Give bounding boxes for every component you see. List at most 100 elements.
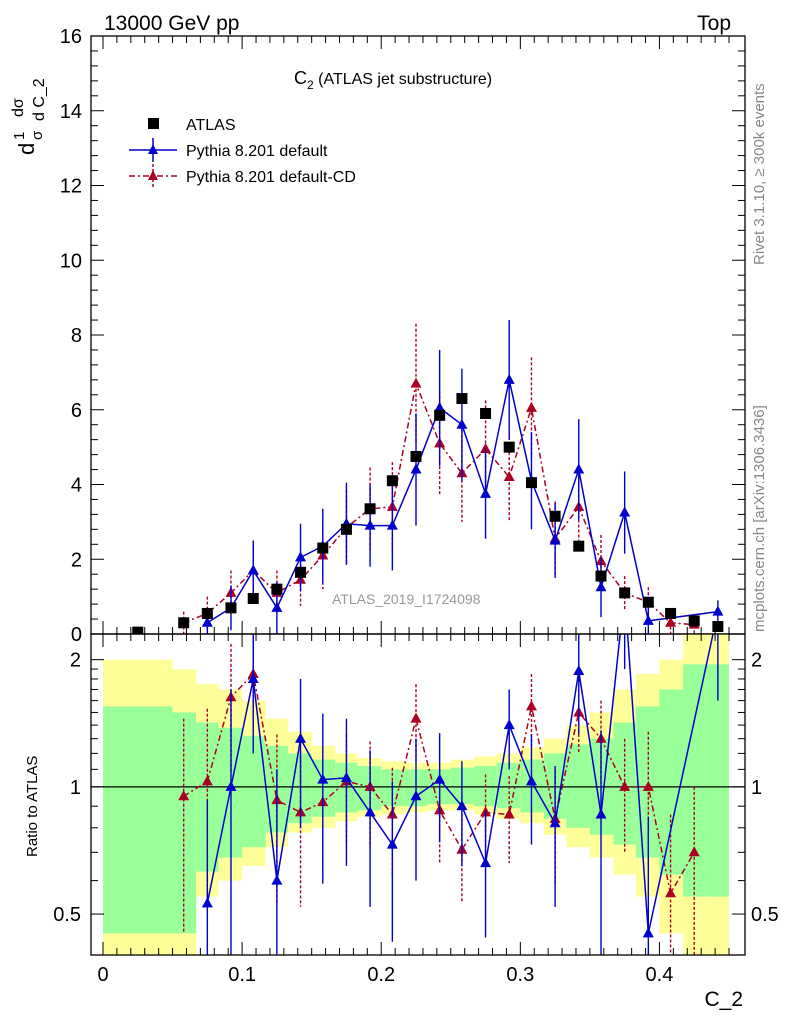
atlas-point xyxy=(525,477,537,489)
atlas-point xyxy=(225,602,237,614)
main-ytick-label: 0 xyxy=(71,624,82,646)
main-ytick-label: 8 xyxy=(71,325,82,347)
atlas-point xyxy=(665,607,677,619)
main-ytick-label: 10 xyxy=(60,250,82,272)
default-point xyxy=(434,401,446,412)
default-point xyxy=(271,601,283,612)
ratio-ytick-label: 1 xyxy=(70,777,81,799)
ratio-cd-point xyxy=(665,887,677,898)
legend-label-atlas: ATLAS xyxy=(186,117,236,134)
atlas-point xyxy=(178,617,190,629)
cd-line xyxy=(183,380,695,626)
default-point xyxy=(573,463,585,474)
ratio-cd-point xyxy=(178,790,190,801)
ratio-cd-point xyxy=(201,775,213,786)
main-ytick-label: 6 xyxy=(71,400,82,422)
cd-point xyxy=(525,401,537,412)
band-green xyxy=(103,706,173,934)
cd-point xyxy=(410,377,422,388)
atlas-point xyxy=(434,409,446,421)
atlas-point xyxy=(364,503,376,515)
default-point xyxy=(410,463,422,474)
main-frame: 0 2 4 6 8 10 12 14 16 xyxy=(60,26,746,646)
ratio-cd-point xyxy=(525,700,537,711)
ratio-default-point xyxy=(225,780,237,791)
main-ytick-label: 14 xyxy=(60,101,82,123)
legend-marker-atlas xyxy=(148,118,159,129)
ratio-cd-point xyxy=(410,712,422,723)
cd-point xyxy=(503,471,515,482)
band-green xyxy=(196,722,219,872)
atlas-point xyxy=(619,587,631,599)
ratio-cd-point xyxy=(619,780,631,791)
ratio-ytick-label: 2 xyxy=(70,650,81,672)
ylabel-dc2: d C_2 xyxy=(31,78,48,121)
atlas-point xyxy=(295,566,307,578)
ratio-default-point xyxy=(410,790,422,801)
ratio-default-point xyxy=(525,775,537,786)
ratio-default-point xyxy=(317,773,329,784)
mcplots-label: mcplots.cern.ch [arXiv:1306.3436] xyxy=(751,405,768,632)
ratio-xtick-label: 0.1 xyxy=(228,964,256,986)
ratio-ytick-label: 0.5 xyxy=(53,904,81,926)
main-ytick-label: 16 xyxy=(60,26,82,48)
atlas-point xyxy=(410,450,422,462)
atlas-point xyxy=(480,407,492,419)
legend-label-cd: Pythia 8.201 default-CD xyxy=(186,169,356,186)
ratio-xtick-label: 0.2 xyxy=(367,964,395,986)
main-ytick-label: 4 xyxy=(71,475,82,497)
default-point xyxy=(549,534,561,545)
plot-title-main: C xyxy=(294,68,307,88)
default-point xyxy=(247,564,259,575)
atlas-point xyxy=(573,540,585,552)
cd-point xyxy=(480,442,492,453)
main-ytick-label: 12 xyxy=(60,176,82,198)
atlas-point xyxy=(712,621,724,633)
ratio-ytick-label-right: 0.5 xyxy=(751,904,779,926)
atlas-point xyxy=(340,523,352,535)
default-point xyxy=(503,373,515,384)
band-green xyxy=(659,689,684,875)
ratio-cd-point xyxy=(642,780,654,791)
legend: ATLAS Pythia 8.201 default Pythia 8.201 … xyxy=(129,117,356,188)
ratio-default-point xyxy=(295,732,307,743)
analysis-watermark: ATLAS_2019_I1724098 xyxy=(332,591,481,607)
band-green xyxy=(496,762,521,809)
ratio-default-point xyxy=(201,897,213,908)
atlas-point xyxy=(642,596,654,608)
ratio-xtick-label: 0.3 xyxy=(506,964,534,986)
default-point xyxy=(364,519,376,530)
default-point xyxy=(642,614,654,625)
band-green xyxy=(566,744,590,828)
ratio-ylabel: Ratio to ATLAS xyxy=(24,756,41,857)
ratio-series-layer xyxy=(91,634,745,955)
default-point xyxy=(386,519,398,530)
ratio-default-point xyxy=(549,817,561,828)
band-green xyxy=(683,664,706,897)
atlas-point xyxy=(201,607,213,619)
atlas-point xyxy=(386,475,398,487)
ratio-default-point xyxy=(340,771,352,782)
atlas-point xyxy=(688,615,700,627)
ratio-ytick-label-right: 2 xyxy=(751,650,762,672)
ratio-cd-point xyxy=(688,846,700,857)
ratio-border xyxy=(90,633,746,956)
ratio-default-point xyxy=(271,874,283,885)
band-green xyxy=(705,664,729,897)
atlas-point xyxy=(317,542,329,554)
ratio-default-point xyxy=(434,773,446,784)
ratio-xtick-label: 0.4 xyxy=(646,964,674,986)
ratio-default-point xyxy=(456,800,468,811)
cd-point xyxy=(665,616,677,627)
ratio-frame: 0.5 0.5 1 1 2 2 0 0.1 0.2 0.3 0.4 xyxy=(53,633,779,986)
atlas-point xyxy=(132,626,144,634)
ylabel-d: d xyxy=(14,143,39,155)
ylabel-sigma: σ xyxy=(29,130,46,140)
default-point xyxy=(480,487,492,498)
atlas-point xyxy=(247,592,259,604)
ratio-default-point xyxy=(503,719,515,730)
atlas-point xyxy=(549,510,561,522)
default-point xyxy=(295,551,307,562)
header-left: 13000 GeV pp xyxy=(104,12,239,35)
